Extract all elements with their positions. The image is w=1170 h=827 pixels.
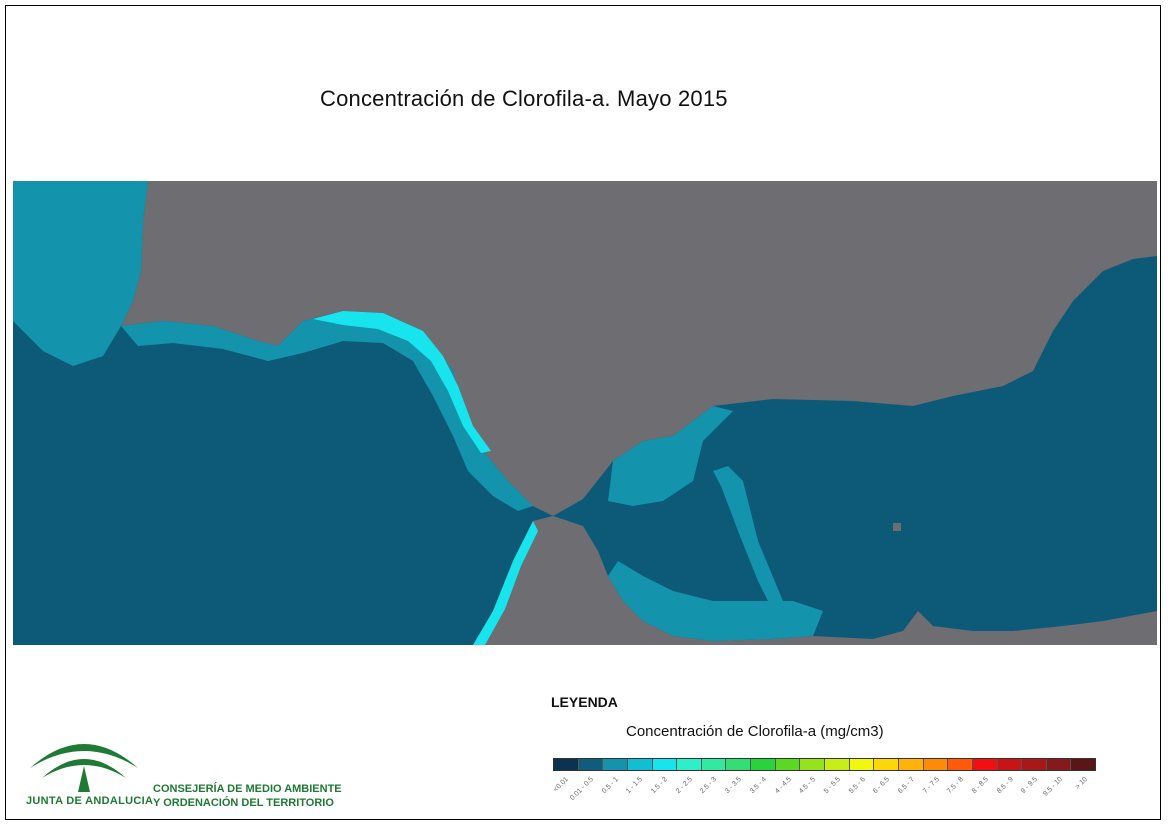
legend-swatch <box>554 759 579 770</box>
legend-label-text: 3 - 3.5 <box>724 776 744 795</box>
legend-swatch <box>1022 759 1047 770</box>
legend-subtitle: Concentración de Clorofila-a (mg/cm3) <box>626 723 884 740</box>
legend-label-text: 0.5 - 1 <box>600 776 620 795</box>
map-svg <box>13 181 1157 645</box>
legend-label-text: 3.5 - 4 <box>748 776 768 795</box>
legend-swatch <box>997 759 1023 770</box>
legend-swatch <box>677 759 702 770</box>
legend-swatch <box>874 759 899 770</box>
legend-swatch <box>849 759 875 770</box>
legend-label-text: 8 - 8.5 <box>970 776 990 795</box>
legend-label-text: 1.5 - 2 <box>650 776 670 795</box>
legend-label: 0.5 - 1 <box>600 774 627 804</box>
legend-swatch <box>751 759 776 770</box>
legend-swatch <box>923 759 949 770</box>
legend-label: 9.5 - 10 <box>1042 774 1072 804</box>
department-line-1: CONSEJERÍA DE MEDIO AMBIENTE <box>153 783 342 795</box>
legend-swatch <box>1071 759 1096 770</box>
atlantic-sea <box>13 181 553 645</box>
legend-label: 7 - 7.5 <box>921 774 948 804</box>
legend-swatch <box>627 759 653 770</box>
legend-label: > 10 <box>1071 774 1096 804</box>
legend-label: 2 - 2.5 <box>674 774 701 804</box>
logo-name: JUNTA DE ANDALUCIA <box>26 795 154 807</box>
legend-swatch <box>972 759 998 770</box>
legend-label: 4.5 - 5 <box>798 774 825 804</box>
legend-label: 3.5 - 4 <box>748 774 776 804</box>
legend-title: LEYENDA <box>551 694 618 710</box>
alboran-shelf <box>608 406 733 506</box>
legend-label: 9 - 9.5 <box>1020 774 1047 804</box>
legend-label: 8.5 - 9 <box>995 774 1022 804</box>
legend-label-text: 6.5 - 7 <box>896 776 916 795</box>
legend-label: 8 - 8.5 <box>970 774 998 804</box>
legend-label-text: 9 - 9.5 <box>1020 776 1040 795</box>
junta-andalucia-logo <box>30 744 138 792</box>
legend-label: 1.5 - 2 <box>650 774 677 804</box>
legend-label: 4 - 4.5 <box>773 774 800 804</box>
legend-label-text: 4.5 - 5 <box>798 776 818 795</box>
legend-label: 6 - 6.5 <box>872 774 899 804</box>
legend-label: 1 - 1.5 <box>625 774 652 804</box>
legend-swatch <box>775 759 801 770</box>
legend-swatch <box>898 759 924 770</box>
legend-label-text: 5 - 5.5 <box>822 776 842 795</box>
legend-label-text: 5.5 - 6 <box>847 776 867 795</box>
legend-swatch <box>948 759 973 770</box>
department-line-2: Y ORDENACIÓN DEL TERRITORIO <box>153 797 334 809</box>
legend-label-text: 1 - 1.5 <box>625 776 645 795</box>
legend-swatch <box>800 759 826 770</box>
legend-label-text: 2.5 - 3 <box>699 776 719 795</box>
legend-label-text: 6 - 6.5 <box>872 776 892 795</box>
legend-label-text: 2 - 2.5 <box>674 776 694 795</box>
chlorophyll-map <box>13 181 1157 645</box>
legend-label: 5.5 - 6 <box>847 774 874 804</box>
morocco-atlantic-shelf <box>473 521 538 645</box>
small-island <box>893 523 901 531</box>
legend-swatch <box>701 759 727 770</box>
mediterranean-sea <box>553 256 1157 641</box>
map-title: Concentración de Clorofila-a. Mayo 2015 <box>320 86 728 111</box>
cadiz-bloom <box>313 311 491 453</box>
legend-swatch <box>603 759 628 770</box>
legend-label-text: 7.5 - 8 <box>946 776 966 795</box>
legend-label: 7.5 - 8 <box>946 774 973 804</box>
legend-swatch <box>578 759 604 770</box>
cadiz-shelf <box>121 311 533 511</box>
page-frame <box>5 5 1161 820</box>
legend-swatch <box>652 759 678 770</box>
legend-swatch <box>1046 759 1072 770</box>
legend-label-text: > 10 <box>1074 776 1089 791</box>
legend-label-text: 7 - 7.5 <box>921 776 941 795</box>
legend-label-text: 8.5 - 9 <box>995 776 1015 795</box>
legend-label: 5 - 5.5 <box>822 774 850 804</box>
legend-label-text: <0.01 <box>552 776 571 794</box>
legend-label: 0.01 - 0.5 <box>569 774 603 804</box>
morocco-shelf <box>608 561 823 641</box>
legend-swatch <box>825 759 850 770</box>
alboran-filament <box>713 466 783 611</box>
legend-label: 6.5 - 7 <box>896 774 924 804</box>
legend-label-text: 4 - 4.5 <box>773 776 793 795</box>
legend-label: 3 - 3.5 <box>724 774 751 804</box>
department-name: CONSEJERÍA DE MEDIO AMBIENTE Y ORDENACIÓ… <box>153 782 342 810</box>
legend-label: 2.5 - 3 <box>699 774 726 804</box>
legend-swatch <box>726 759 752 770</box>
legend-color-bar <box>553 758 1096 771</box>
portugal-shelf <box>13 181 148 366</box>
